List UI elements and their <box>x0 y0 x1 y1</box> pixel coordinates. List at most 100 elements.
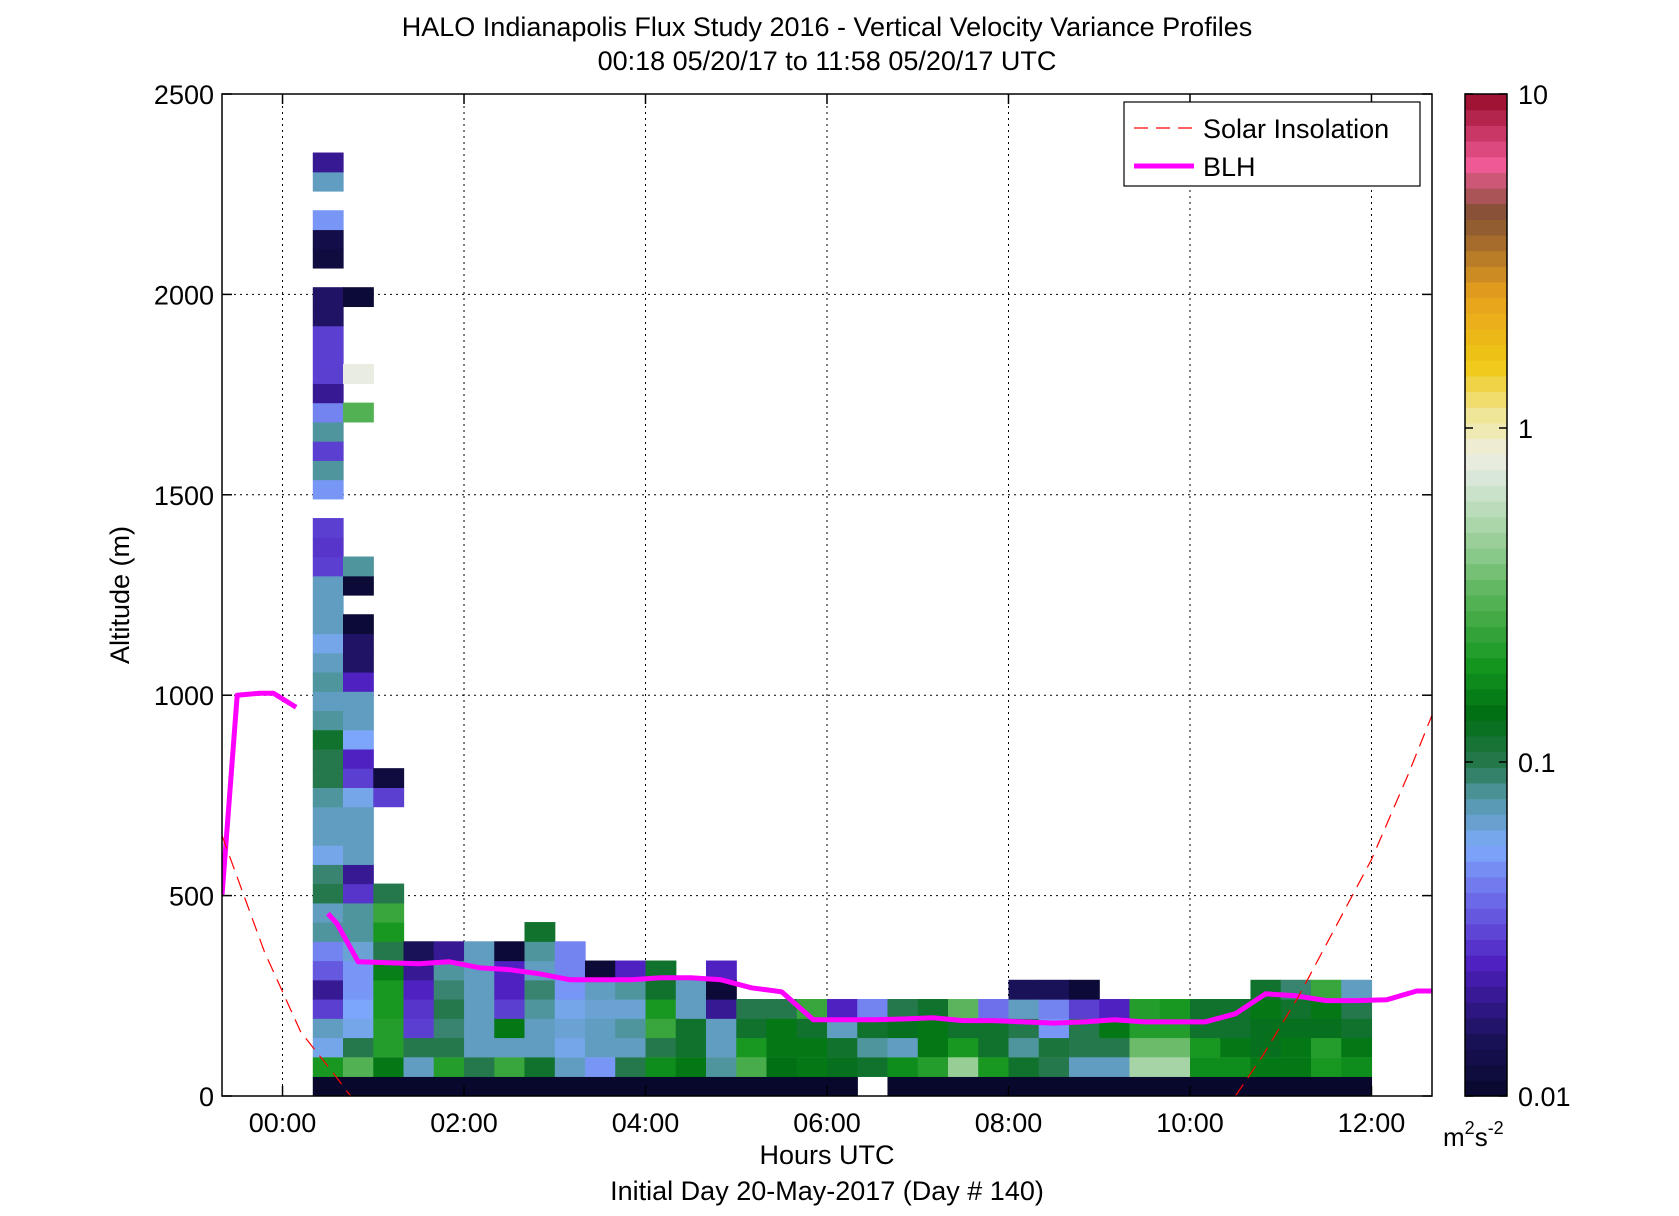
x-tick-label: 02:00 <box>430 1108 498 1138</box>
heatmap-cell <box>343 671 374 692</box>
heatmap-cell <box>343 575 374 596</box>
heatmap-cell <box>948 999 979 1019</box>
heatmap-cell <box>948 1018 979 1039</box>
heatmap-cell <box>1250 1037 1282 1058</box>
heatmap-cell <box>705 960 737 981</box>
heatmap-cell <box>1280 1057 1312 1077</box>
heatmap-cell <box>705 1037 737 1058</box>
heatmap-cell <box>675 1037 707 1058</box>
heatmap-cell <box>796 1018 828 1039</box>
heatmap-cell <box>312 941 344 962</box>
heatmap-cell <box>585 1018 616 1039</box>
colorbar-segment <box>1465 328 1507 346</box>
heatmap-cell <box>766 1057 798 1077</box>
heatmap-cell <box>403 1057 435 1077</box>
heatmap-cell <box>312 729 344 750</box>
heatmap-cell <box>766 1018 798 1039</box>
heatmap-cell <box>1250 1057 1282 1077</box>
heatmap-cell <box>343 710 374 731</box>
heatmap-cell <box>343 922 374 942</box>
colorbar-unit: m2s-2 <box>1443 1118 1504 1152</box>
colorbar-segment <box>1465 344 1507 361</box>
heatmap-cell <box>403 1076 435 1096</box>
heatmap-cell <box>1099 1037 1131 1058</box>
heatmap-cell <box>343 787 374 808</box>
heatmap-cell <box>373 960 405 981</box>
x-axis-sublabel: Initial Day 20-May-2017 (Day # 140) <box>610 1176 1044 1206</box>
heatmap-cell <box>343 1018 374 1039</box>
heatmap-cell <box>827 1018 858 1039</box>
heatmap-cell <box>766 1076 798 1096</box>
heatmap-cell <box>433 1076 465 1096</box>
y-axis-label: Altitude (m) <box>105 526 135 664</box>
heatmap-cell <box>312 999 344 1019</box>
x-axis-label: Hours UTC <box>759 1140 894 1170</box>
heatmap-cell <box>1220 1057 1252 1077</box>
heatmap-cell <box>675 999 707 1019</box>
heatmap-cell <box>1038 1076 1070 1096</box>
heatmap-cell <box>312 671 344 692</box>
colorbar-segment <box>1465 1017 1507 1034</box>
heatmap-cell <box>615 1037 647 1058</box>
heatmap-cell <box>585 960 616 981</box>
heatmap-cell <box>1008 1037 1040 1058</box>
heatmap-cell <box>796 1057 828 1077</box>
heatmap-cell <box>645 1018 677 1039</box>
heatmap-cell <box>615 1018 647 1039</box>
heatmap-cell <box>494 1018 526 1039</box>
heatmap-cell <box>494 941 526 962</box>
series-lines <box>222 690 1432 1096</box>
heatmap-cell <box>403 979 435 1000</box>
colorbar-segment <box>1465 469 1507 487</box>
heatmap-cell <box>373 922 405 942</box>
colorbar-segment <box>1465 735 1507 753</box>
heatmap-cell <box>1190 1037 1221 1058</box>
heatmap-cell <box>857 1018 889 1039</box>
heatmap-cell <box>312 633 344 654</box>
heatmap-cell <box>312 1037 344 1058</box>
colorbar-segment <box>1465 939 1507 956</box>
heatmap-cell <box>1159 1057 1191 1077</box>
blh-line <box>222 690 298 896</box>
colorbar-segment <box>1465 908 1507 925</box>
heatmap-cell <box>554 979 586 1000</box>
heatmap-cell <box>373 787 405 808</box>
colorbar-segment <box>1465 313 1507 330</box>
heatmap-cell <box>615 1057 647 1077</box>
heatmap-cell <box>585 1076 616 1096</box>
colorbar-segment <box>1465 1049 1507 1066</box>
solar-insolation-line <box>222 835 352 1096</box>
heatmap-cell <box>312 1076 344 1096</box>
colorbar-segment <box>1465 375 1507 393</box>
heatmap-cell <box>585 1057 616 1077</box>
heatmap-cell <box>736 1037 768 1058</box>
colorbar-segment <box>1465 266 1507 283</box>
axis-ticks: 00:00 02:00 04:00 06:00 08:00 10:00 12:00 0 500 1… <box>154 80 1432 1138</box>
heatmap-cell <box>312 960 344 981</box>
heatmap-cell <box>1038 999 1070 1019</box>
heatmap-cell <box>343 556 374 577</box>
colorbar-tick-label: 10 <box>1518 80 1548 110</box>
heatmap-cell <box>312 614 344 635</box>
heatmap-cell <box>857 999 889 1019</box>
colorbar-segment <box>1465 516 1507 533</box>
heatmap-cell <box>312 845 344 865</box>
heatmap-cell <box>343 652 374 673</box>
colorbar-segment <box>1465 172 1507 189</box>
heatmap-cell <box>645 999 677 1019</box>
colorbar-segment <box>1465 485 1507 502</box>
heatmap-cell <box>312 902 344 923</box>
legend-solar-label: Solar Insolation <box>1203 114 1389 144</box>
heatmap-cell <box>705 1076 737 1096</box>
heatmap-cell <box>887 1018 919 1039</box>
colorbar <box>1465 94 1507 1097</box>
heatmap-cell <box>312 171 344 192</box>
heatmap-cell <box>1008 999 1040 1019</box>
heatmap-cell <box>827 1057 858 1077</box>
heatmap-cell <box>312 287 344 308</box>
heatmap-cell <box>1341 1037 1373 1058</box>
heatmap-cell <box>403 941 435 962</box>
heatmap-cell <box>312 825 344 846</box>
heatmap-cell <box>373 883 405 904</box>
